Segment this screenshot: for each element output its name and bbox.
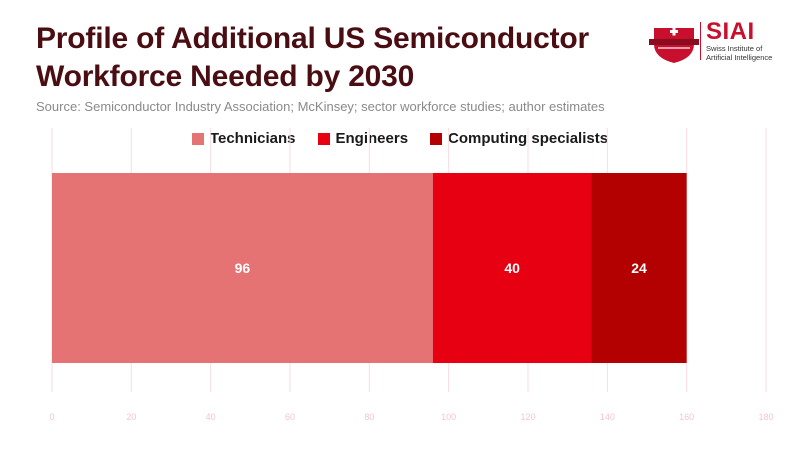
legend-label-technicians: Technicians bbox=[209, 130, 296, 147]
logo-text: SIAI Swiss Institute of Artificial Intel… bbox=[706, 18, 773, 63]
logo-name: SIAI bbox=[706, 18, 755, 45]
logo-sub-2: Artificial Intelligence bbox=[706, 53, 773, 62]
x-tick-label-40: 40 bbox=[206, 412, 216, 422]
legend-item-engineers: Engineers bbox=[317, 130, 409, 147]
legend-swatch-computing bbox=[430, 132, 443, 145]
x-tick-label-60: 60 bbox=[285, 412, 295, 422]
title-line-2: Workforce Needed by 2030 bbox=[36, 60, 415, 93]
bar-segment-computing bbox=[591, 173, 687, 363]
legend-item-technicians: Technicians bbox=[191, 130, 296, 147]
siai-shield-logo-icon bbox=[649, 27, 699, 63]
x-tick-label-140: 140 bbox=[600, 412, 615, 422]
x-tick-label-120: 120 bbox=[520, 412, 535, 422]
legend-swatch-engineers bbox=[317, 132, 330, 145]
data-label-engineers: 40 bbox=[504, 260, 520, 276]
chart-title: Profile of Additional US Semiconductor W… bbox=[36, 20, 636, 96]
data-label-technicians: 96 bbox=[235, 260, 251, 276]
data-label-computing: 24 bbox=[631, 260, 647, 276]
logo-divider bbox=[700, 22, 701, 60]
x-tick-label-180: 180 bbox=[758, 412, 773, 422]
bar-segment-engineers bbox=[432, 173, 592, 363]
x-tick-label-160: 160 bbox=[679, 412, 694, 422]
legend-label-engineers: Engineers bbox=[335, 130, 409, 147]
x-tick-label-80: 80 bbox=[364, 412, 374, 422]
x-tick-label-0: 0 bbox=[49, 412, 54, 422]
source-note: Source: Semiconductor Industry Associati… bbox=[36, 99, 605, 114]
legend-swatch-technicians bbox=[191, 132, 204, 145]
title-line-1: Profile of Additional US Semiconductor bbox=[36, 22, 589, 55]
x-tick-label-100: 100 bbox=[441, 412, 456, 422]
x-tick-label-20: 20 bbox=[126, 412, 136, 422]
logo-sub-1: Swiss Institute of bbox=[706, 44, 763, 53]
bar-segment-technicians bbox=[52, 173, 433, 363]
